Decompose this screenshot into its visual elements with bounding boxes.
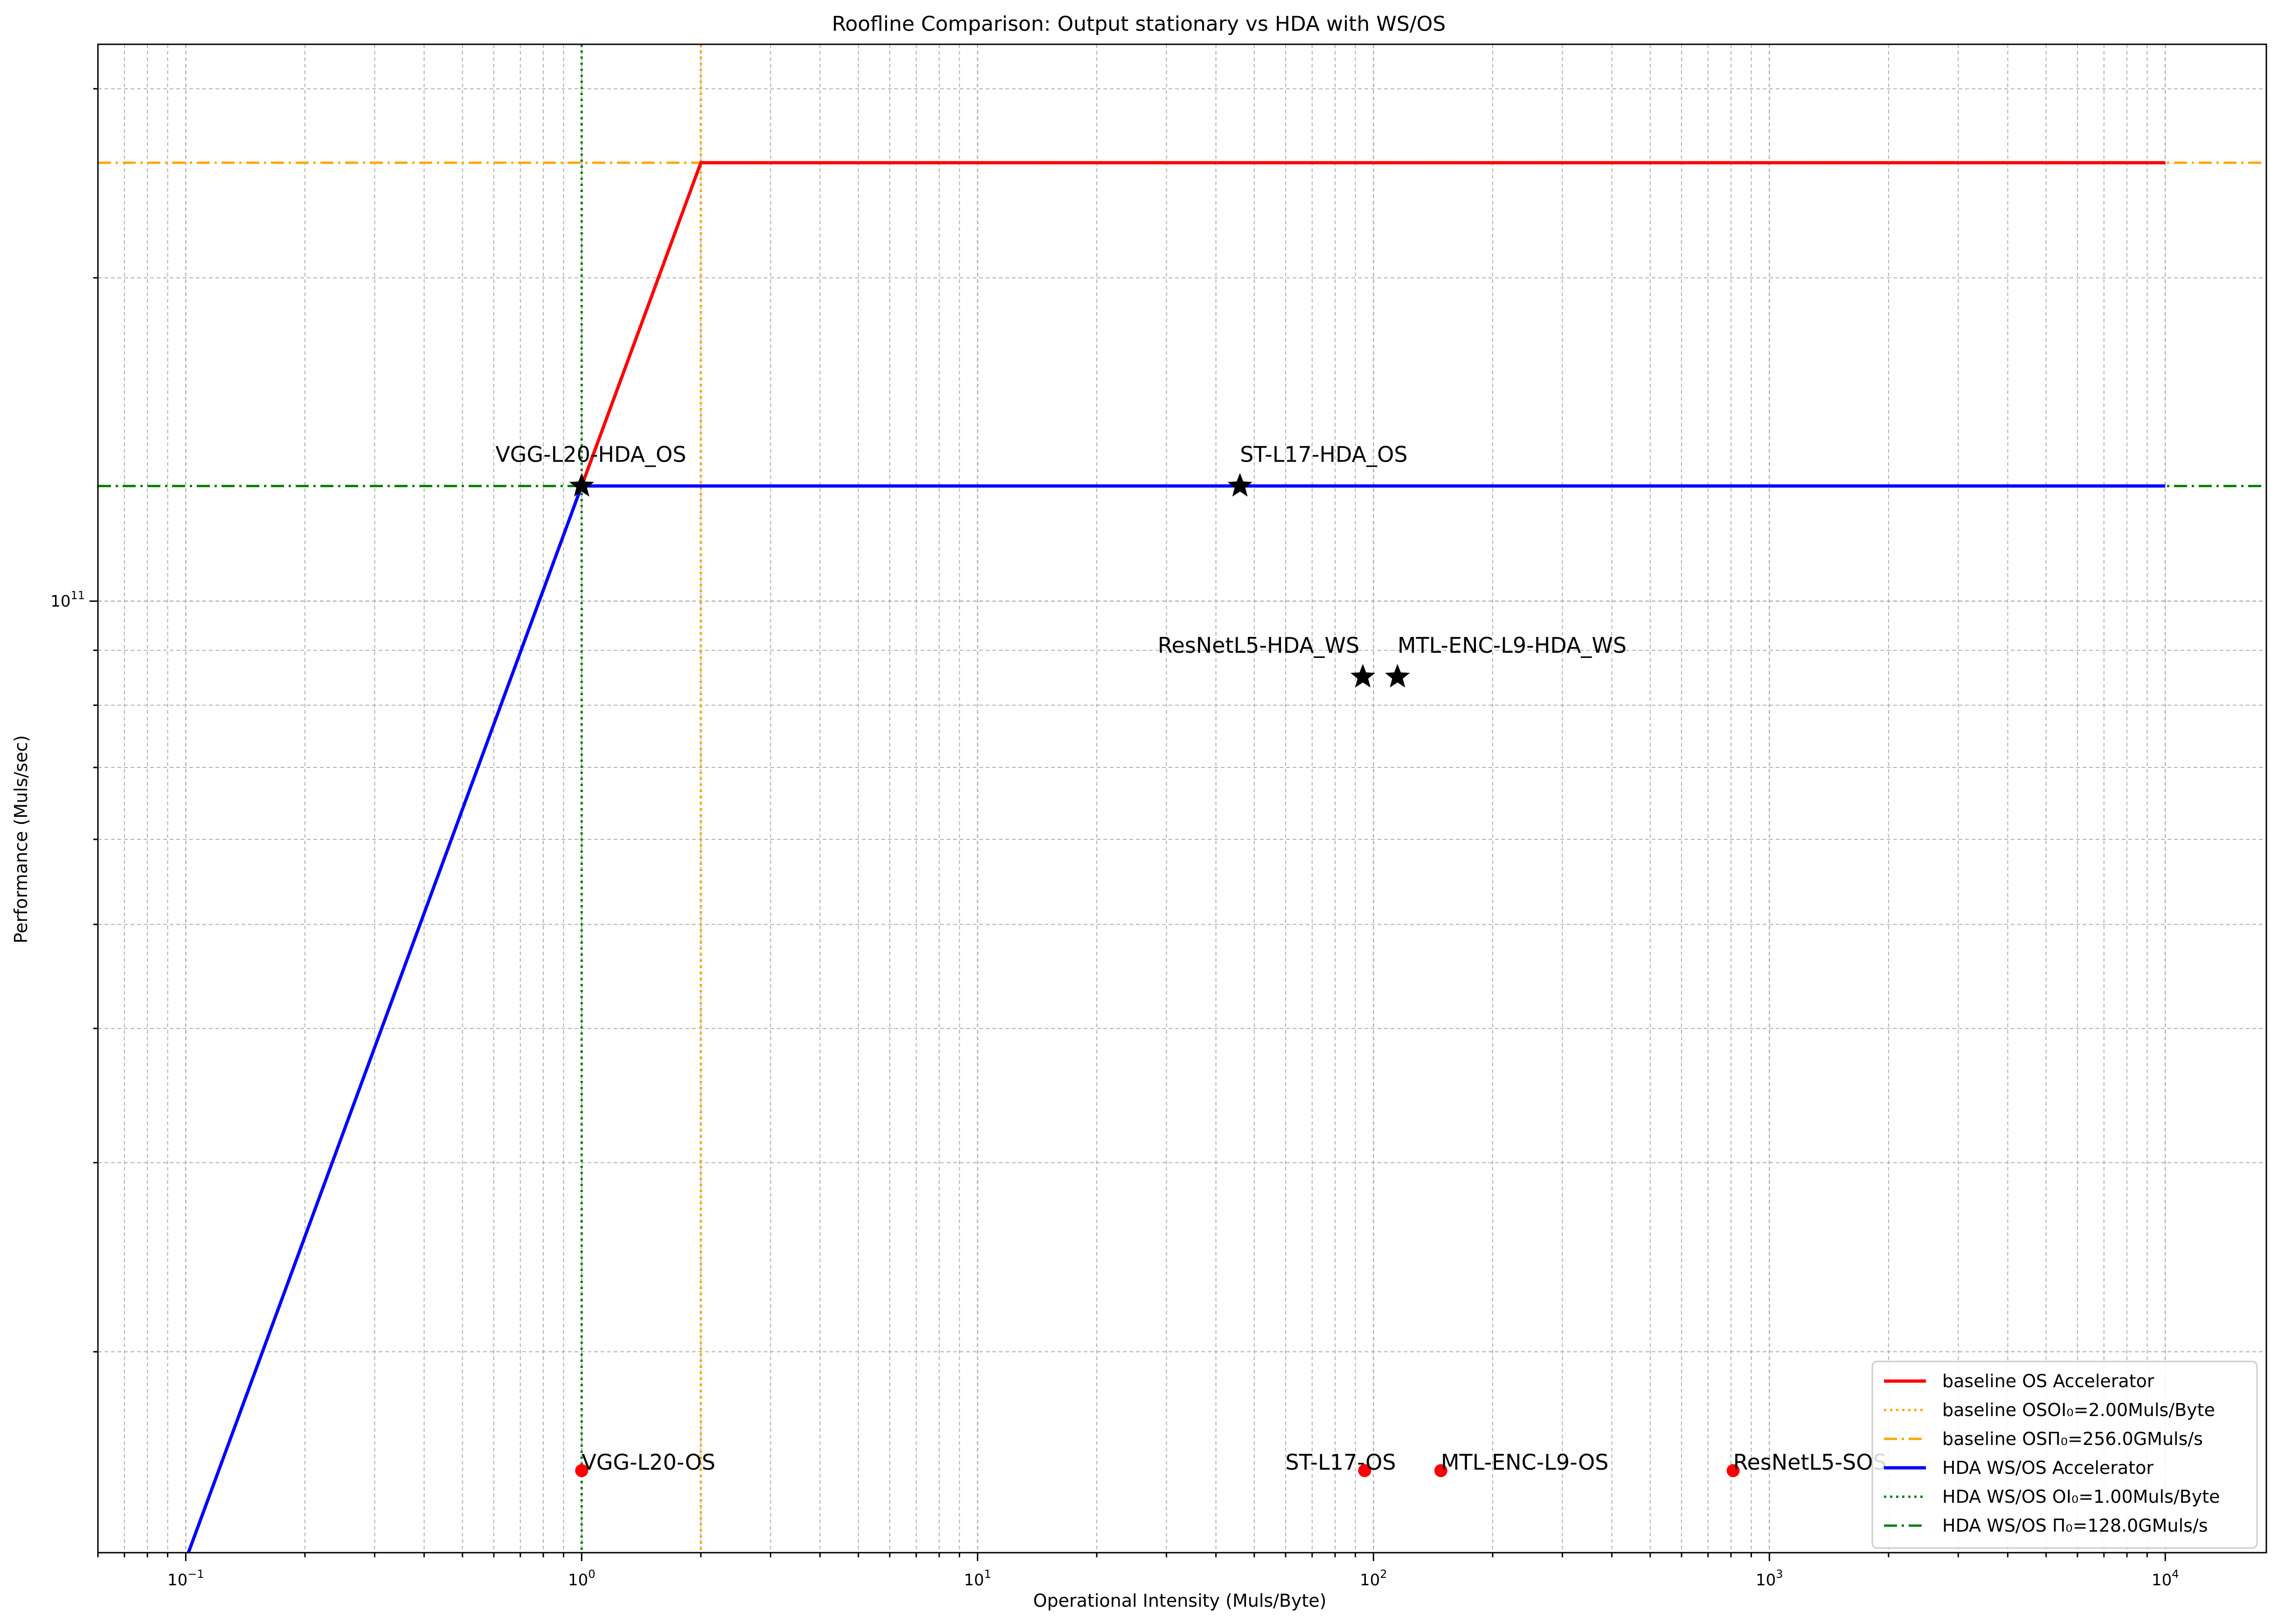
legend-entry: HDA WS/OS OI₀=1.00Muls/Byte bbox=[1942, 1486, 2220, 1507]
y-axis-label: Performance (Muls/sec) bbox=[11, 735, 31, 944]
hda-star-marker bbox=[1385, 663, 1410, 688]
x-tick-label: 101 bbox=[964, 1568, 991, 1589]
x-tick-label: 104 bbox=[2152, 1568, 2179, 1589]
legend-entry: HDA WS/OS Π₀=128.0GMuls/s bbox=[1942, 1515, 2208, 1536]
points-layer: VGG-L20-HDA_OS ST-L17-HDA_OS ResNetL5-HDA_… bbox=[495, 442, 1887, 1478]
os-point-label: ResNetL5-SOS bbox=[1733, 1450, 1887, 1475]
hda-point-label: VGG-L20-HDA_OS bbox=[495, 442, 686, 467]
grid bbox=[97, 44, 2266, 1553]
os-point-label: ST-L17-OS bbox=[1285, 1450, 1396, 1475]
hda-star-marker bbox=[1350, 663, 1376, 688]
x-tick-label: 100 bbox=[568, 1568, 595, 1589]
plot-frame bbox=[97, 43, 2267, 1554]
legend-box bbox=[1871, 1361, 2258, 1549]
hda-star-marker bbox=[569, 473, 594, 497]
tick-layer: 10−1 100 101 102 103 104 1011 bbox=[50, 88, 2179, 1589]
legend-entry: baseline OSOI₀=2.00Muls/Byte bbox=[1942, 1400, 2215, 1420]
os-point-marker bbox=[1726, 1464, 1740, 1478]
os-point-label: MTL-ENC-L9-OS bbox=[1441, 1450, 1609, 1475]
series-line bbox=[580, 161, 2166, 487]
y-tick-label: 1011 bbox=[50, 589, 85, 611]
x-tick-label: 103 bbox=[1756, 1568, 1783, 1589]
legend-entry: baseline OSΠ₀=256.0GMuls/s bbox=[1942, 1429, 2203, 1449]
x-tick-label: 102 bbox=[1360, 1568, 1387, 1589]
hda-point-label: ST-L17-HDA_OS bbox=[1240, 442, 1408, 467]
legend: baseline OS Accelerator baseline OSOI₀=2.… bbox=[1871, 1361, 2258, 1549]
chart-title: Roofline Comparison: Output stationary v… bbox=[832, 12, 1446, 36]
os-point-marker bbox=[575, 1464, 589, 1478]
os-point-marker bbox=[1358, 1464, 1371, 1478]
legend-entry: baseline OS Accelerator bbox=[1942, 1371, 2154, 1391]
os-point-label: VGG-L20-OS bbox=[582, 1450, 715, 1475]
hda-point-label: MTL-ENC-L9-HDA_WS bbox=[1398, 633, 1627, 658]
legend-entry: HDA WS/OS Accelerator bbox=[1942, 1458, 2153, 1478]
os-point-marker bbox=[1434, 1464, 1447, 1478]
hda-point-label: ResNetL5-HDA_WS bbox=[1157, 633, 1359, 658]
x-axis-label: Operational Intensity (Muls/Byte) bbox=[1033, 1590, 1326, 1611]
x-tick-label: 10−1 bbox=[167, 1568, 204, 1589]
hda-star-marker bbox=[1227, 473, 1253, 497]
